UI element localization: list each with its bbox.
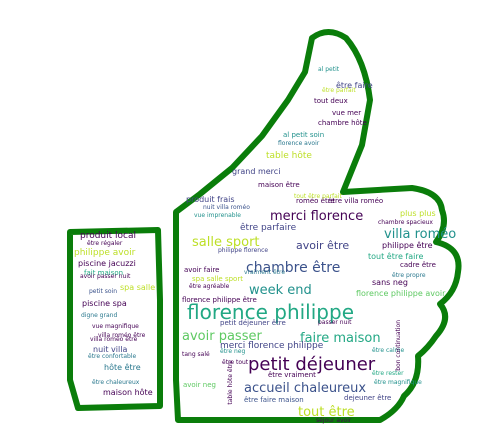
cloud-word: villa roméo [384,227,457,242]
cloud-word: avoir neg [183,381,216,389]
cloud-word: digne grand [81,312,118,319]
cloud-word: piscine spa [82,299,127,308]
cloud-word: table hôte être [227,360,234,405]
thumb-and-hand-outline [173,29,462,423]
cloud-word: être faire maison [244,396,304,404]
cloud-word: dejeuner être [344,394,392,402]
cloud-word: philippe avoir [74,248,136,258]
cloud-word: sans neg [372,278,408,287]
cloud-word: plus plus [400,209,436,218]
cloud-word: salle sport [192,235,260,250]
cloud-word: vraiment être [244,269,286,276]
cloud-word: nuit villa roméo [203,204,250,211]
cloud-word: être chaleureux [92,379,140,386]
cloud-word: chambre être [246,260,341,276]
cloud-word: être rester [372,370,404,377]
cloud-word: merci florence [270,209,364,224]
cloud-word: vue mer [332,109,362,117]
cloud-word: chambre hôte [318,119,367,127]
cloud-word: florence philippe avoir [356,289,446,298]
cloud-word: piscine jacuzzi [78,259,136,268]
cloud-word: être agréable [189,283,230,290]
cloud-word: avoir passer nuit [80,273,131,280]
cloud-word: vue imprenable [194,212,241,219]
cloud-word: roméo être [296,197,335,205]
cloud-word: week end [249,283,312,298]
cloud-word: être vraiment [268,371,316,379]
cloud-word: grand merci [232,167,281,176]
cloud-word: petit soin [89,288,118,295]
cloud-word: merci florence philippe [220,341,324,351]
cloud-word: faire maison [300,331,381,346]
cloud-word: produit frais [186,195,235,204]
cloud-word: tout être faire [368,252,424,261]
cloud-word: avoir faire [184,266,220,274]
cloud-word: être villa roméo [328,197,384,205]
cloud-word: tout être [298,405,355,420]
cloud-word: tout deux [314,97,348,105]
cloud-word: être propre [392,272,426,279]
cloud-word: chambre spacieux [378,219,433,226]
cloud-word: séjour avoir [316,417,352,424]
cloud-word: être tout [222,359,249,366]
cloud-word: être calme [372,347,405,354]
cloud-word: cadre être [400,261,436,269]
cloud-word: passer nuit [318,319,352,326]
cloud-word: florence avoir [278,140,320,147]
cloud-word: vue magnifique [92,323,139,330]
cloud-word: nuit villa [93,345,128,354]
cloud-word: fait maison [84,269,124,277]
cloud-word: florence philippe être [182,296,257,304]
cloud-word: accueil chaleureux [244,381,367,396]
cloud-word: être faire [336,81,373,90]
cloud-word: être neg [220,348,246,355]
cloud-word: petit déjeuner [248,354,376,375]
cloud-word: table hôte [266,151,312,161]
cloud-word: être régaler [87,240,123,247]
cloud-word: al petit [318,66,340,73]
cloud-word: hôte être [104,363,141,372]
cloud-word: maison hôte [103,388,153,397]
cloud-word: produit local [80,231,136,241]
cloud-word: villa roméo être [98,332,146,339]
cloud-word: maison être [258,181,300,189]
cloud-word: villa roméo être [90,336,138,343]
cloud-word: être magnifique [374,379,422,386]
cloud-word: être parfait [322,87,356,94]
cloud-word: être parfaire [240,223,297,233]
cloud-word: philippe être [382,241,433,250]
cloud-word: philippe florence [218,247,269,254]
cloud-word: avoir être [296,239,350,252]
cloud-word: al petit soin [283,131,325,139]
cloud-word: tang salé [182,351,210,358]
cloud-word: tout être parfait [294,193,342,200]
cloud-word: bon continuation [395,320,402,371]
cloud-word: florence philippe [187,300,354,324]
cloud-word: petit déjeuner être [220,319,286,327]
cloud-word: spa salle [120,283,156,292]
cloud-word: avoir passer [182,329,262,344]
cloud-word: être confortable [88,353,137,360]
cuff-outline [67,227,163,411]
cloud-word: spa salle sport [192,275,243,283]
